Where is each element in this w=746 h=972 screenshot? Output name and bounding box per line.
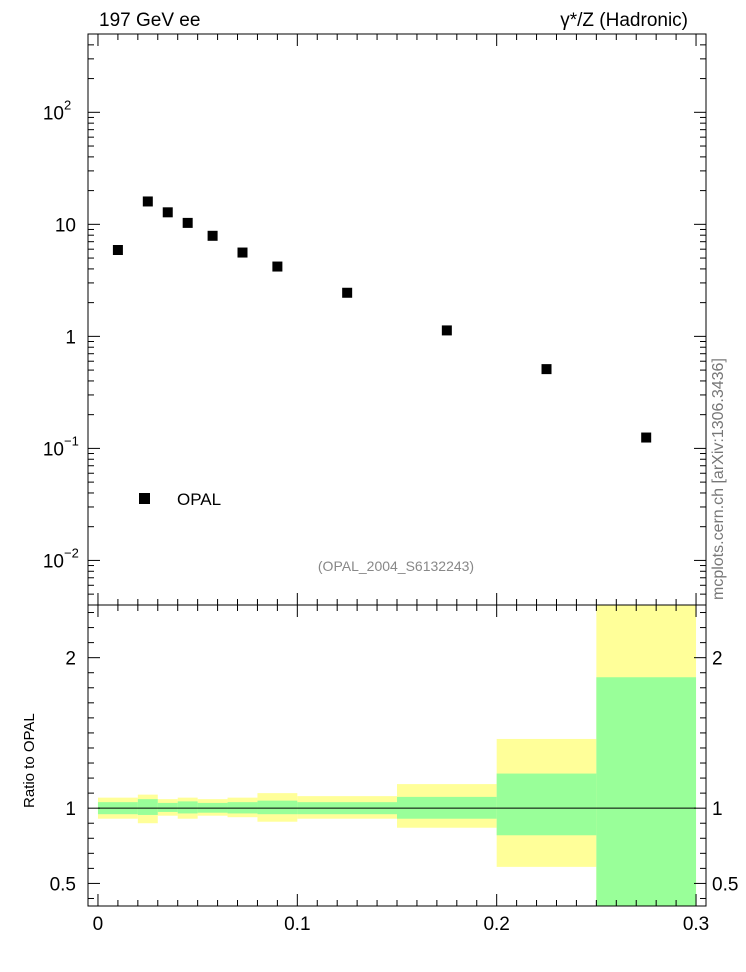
main-y-tick-label: 10 [43, 103, 64, 124]
main-y-tick-label: 10 [55, 215, 76, 236]
ratio-band-inner [496, 773, 597, 836]
legend: OPAL [139, 490, 221, 509]
ratio-band-inner [596, 677, 697, 906]
x-tick-label: 0.3 [683, 914, 709, 935]
data-point-opal [342, 287, 353, 298]
header: 197 GeV ee γ*/Z (Hadronic) [99, 10, 688, 31]
main-y-tick-label: 10 [43, 439, 64, 460]
legend-marker-opal [139, 493, 150, 504]
header-right: γ*/Z (Hadronic) [560, 10, 688, 31]
ratio-y-tick-label: 1 [65, 799, 76, 820]
main-frame [87, 33, 707, 606]
ratio-band-inner [137, 799, 158, 815]
data-point-opal [162, 207, 173, 218]
ratio-band-inner [177, 801, 198, 814]
ratio-band-inner [157, 802, 178, 812]
main-y-tick-label: 1 [65, 327, 76, 348]
x-tick-label: 0.1 [284, 914, 310, 935]
ratio-panel: 0.5 0.5 1 1 2 2 0 0.1 0.2 0.3 [50, 604, 738, 935]
ratio-y-tick-label: 0.5 [50, 874, 76, 895]
main-y-tick-exponent: 2 [64, 97, 71, 112]
ratio-y-axis-label: Ratio to OPAL [21, 713, 38, 808]
data-point-opal [207, 230, 218, 241]
ratio-y-tick-label-right: 2 [712, 649, 723, 670]
data-point-opal [112, 245, 123, 256]
data-point-opal [441, 325, 452, 336]
x-tick-label: 0.2 [483, 914, 509, 935]
data-point-opal [182, 217, 193, 228]
header-left: 197 GeV ee [99, 10, 200, 31]
data-point-opal [142, 196, 153, 207]
data-point-opal [541, 364, 552, 375]
side-label: mcplots.cern.ch [arXiv:1306.3436] [710, 358, 727, 600]
ratio-y-tick-label-right: 1 [712, 799, 723, 820]
x-tick-label: 0 [93, 914, 104, 935]
analysis-label: (OPAL_2004_S6132243) [318, 558, 474, 574]
data-point-opal [272, 261, 283, 272]
data-point-opal [641, 432, 652, 443]
data-point-opal [237, 247, 248, 258]
main-y-tick-exponent: −1 [64, 433, 79, 448]
ratio-y-tick-label-right: 0.5 [712, 874, 738, 895]
main-y-tick-exponent: −2 [64, 545, 79, 560]
main-y-tick-label: 10 [43, 551, 64, 572]
ratio-y-tick-label: 2 [65, 649, 76, 670]
ratio-band-inner [257, 800, 298, 815]
legend-label-opal: OPAL [177, 490, 221, 509]
